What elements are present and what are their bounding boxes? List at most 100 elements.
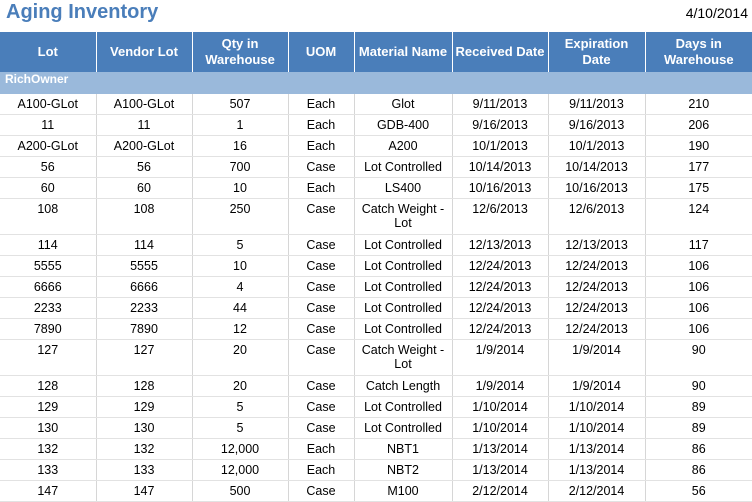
expiration-date-cell: 12/24/2013: [548, 276, 646, 298]
report-header: Aging Inventory 4/10/2014: [0, 0, 752, 32]
inventory-table: Lot Vendor Lot Qty in Warehouse UOM Mate…: [0, 32, 752, 502]
uom-cell: Case: [288, 276, 355, 298]
table-row[interactable]: 132 132 12,000 Each NBT1 1/13/2014 1/13/2014 86: [0, 438, 752, 460]
vendor-lot-cell: 108: [96, 198, 193, 235]
uom-cell: Each: [288, 438, 355, 460]
received-date-cell: 1/9/2014: [452, 375, 549, 397]
table-row[interactable]: 60 60 10 Each LS400 10/16/2013 10/16/2013 175: [0, 177, 752, 199]
table-header-row: Lot Vendor Lot Qty in Warehouse UOM Mate…: [0, 32, 752, 72]
qty-cell: 44: [192, 297, 289, 319]
days-cell: 86: [645, 438, 752, 460]
group-label: RichOwner: [0, 72, 752, 94]
table-row[interactable]: 127 127 20 Case Catch Weight - Lot 1/9/2014 1/…: [0, 339, 752, 376]
uom-cell: Case: [288, 480, 355, 502]
material-name-cell: Lot Controlled: [354, 396, 453, 418]
expiration-date-cell: 1/13/2014: [548, 459, 646, 481]
table-row[interactable]: 128 128 20 Case Catch Length 1/9/2014 1/9/2014…: [0, 375, 752, 397]
days-cell: 106: [645, 297, 752, 319]
material-name-cell: Lot Controlled: [354, 234, 453, 256]
days-cell: 117: [645, 234, 752, 256]
received-date-cell: 1/13/2014: [452, 438, 549, 460]
table-row[interactable]: 2233 2233 44 Case Lot Controlled 12/24/2013 12…: [0, 297, 752, 319]
vendor-lot-cell: 133: [96, 459, 193, 481]
lot-cell: 5555: [0, 255, 97, 277]
material-name-cell: Catch Weight - Lot: [354, 339, 453, 376]
expiration-date-cell: 10/1/2013: [548, 135, 646, 157]
days-cell: 86: [645, 459, 752, 481]
expiration-date-cell: 2/12/2014: [548, 480, 646, 502]
lot-cell: 2233: [0, 297, 97, 319]
expiration-date-cell: 1/9/2014: [548, 375, 646, 397]
table-row[interactable]: 7890 7890 12 Case Lot Controlled 12/24/2013 12…: [0, 318, 752, 340]
vendor-lot-cell: 2233: [96, 297, 193, 319]
lot-cell: 114: [0, 234, 97, 256]
days-cell: 190: [645, 135, 752, 157]
qty-cell: 12,000: [192, 459, 289, 481]
table-row[interactable]: 108 108 250 Case Catch Weight - Lot 12/6/2013…: [0, 198, 752, 235]
column-header-days[interactable]: Days in Warehouse: [645, 32, 752, 72]
column-header-lot[interactable]: Lot: [0, 32, 97, 72]
expiration-date-cell: 12/24/2013: [548, 255, 646, 277]
qty-cell: 507: [192, 94, 289, 115]
lot-cell: 127: [0, 339, 97, 376]
column-header-expiration-date[interactable]: Expiration Date: [548, 32, 646, 72]
material-name-cell: NBT2: [354, 459, 453, 481]
uom-cell: Each: [288, 114, 355, 136]
material-name-cell: M100: [354, 480, 453, 502]
vendor-lot-cell: 60: [96, 177, 193, 199]
uom-cell: Each: [288, 135, 355, 157]
column-header-qty[interactable]: Qty in Warehouse: [192, 32, 289, 72]
expiration-date-cell: 12/6/2013: [548, 198, 646, 235]
lot-cell: 6666: [0, 276, 97, 298]
table-row[interactable]: 133 133 12,000 Each NBT2 1/13/2014 1/13/2014 86: [0, 459, 752, 481]
received-date-cell: 10/1/2013: [452, 135, 549, 157]
uom-cell: Case: [288, 339, 355, 376]
expiration-date-cell: 1/10/2014: [548, 396, 646, 418]
table-row[interactable]: A200-GLot A200-GLot 16 Each A200 10/1/2013 10/…: [0, 135, 752, 157]
uom-cell: Case: [288, 396, 355, 418]
vendor-lot-cell: 11: [96, 114, 193, 136]
vendor-lot-cell: 128: [96, 375, 193, 397]
material-name-cell: Lot Controlled: [354, 297, 453, 319]
received-date-cell: 2/12/2014: [452, 480, 549, 502]
received-date-cell: 1/10/2014: [452, 396, 549, 418]
expiration-date-cell: 10/16/2013: [548, 177, 646, 199]
vendor-lot-cell: 7890: [96, 318, 193, 340]
column-header-vendor-lot[interactable]: Vendor Lot: [96, 32, 193, 72]
table-row[interactable]: A100-GLot A100-GLot 507 Each Glot 9/11/2013 9/…: [0, 94, 752, 115]
table-row[interactable]: 114 114 5 Case Lot Controlled 12/13/2013 12/13…: [0, 234, 752, 256]
uom-cell: Case: [288, 375, 355, 397]
group-row: RichOwner: [0, 72, 752, 94]
qty-cell: 10: [192, 177, 289, 199]
column-header-received-date[interactable]: Received Date: [452, 32, 549, 72]
table-row[interactable]: 11 11 1 Each GDB-400 9/16/2013 9/16/2013 206: [0, 114, 752, 136]
qty-cell: 1: [192, 114, 289, 136]
lot-cell: 128: [0, 375, 97, 397]
qty-cell: 500: [192, 480, 289, 502]
days-cell: 106: [645, 276, 752, 298]
days-cell: 106: [645, 255, 752, 277]
report-title: Aging Inventory: [6, 1, 159, 23]
table-row[interactable]: 6666 6666 4 Case Lot Controlled 12/24/2013 12/…: [0, 276, 752, 298]
uom-cell: Case: [288, 255, 355, 277]
material-name-cell: A200: [354, 135, 453, 157]
column-header-material-name[interactable]: Material Name: [354, 32, 453, 72]
vendor-lot-cell: 132: [96, 438, 193, 460]
table-row[interactable]: 56 56 700 Case Lot Controlled 10/14/2013 10/14…: [0, 156, 752, 178]
received-date-cell: 12/6/2013: [452, 198, 549, 235]
table-row[interactable]: 5555 5555 10 Case Lot Controlled 12/24/2013 12…: [0, 255, 752, 277]
table-row[interactable]: 130 130 5 Case Lot Controlled 1/10/2014 1/10/2…: [0, 417, 752, 439]
material-name-cell: Lot Controlled: [354, 417, 453, 439]
days-cell: 124: [645, 198, 752, 235]
material-name-cell: Lot Controlled: [354, 276, 453, 298]
column-header-uom[interactable]: UOM: [288, 32, 355, 72]
qty-cell: 20: [192, 375, 289, 397]
table-row[interactable]: 147 147 500 Case M100 2/12/2014 2/12/2014 56: [0, 480, 752, 502]
table-row[interactable]: 129 129 5 Case Lot Controlled 1/10/2014 1/10/2…: [0, 396, 752, 418]
expiration-date-cell: 12/24/2013: [548, 318, 646, 340]
days-cell: 175: [645, 177, 752, 199]
qty-cell: 10: [192, 255, 289, 277]
received-date-cell: 12/24/2013: [452, 276, 549, 298]
report-date: 4/10/2014: [685, 5, 748, 21]
lot-cell: 130: [0, 417, 97, 439]
